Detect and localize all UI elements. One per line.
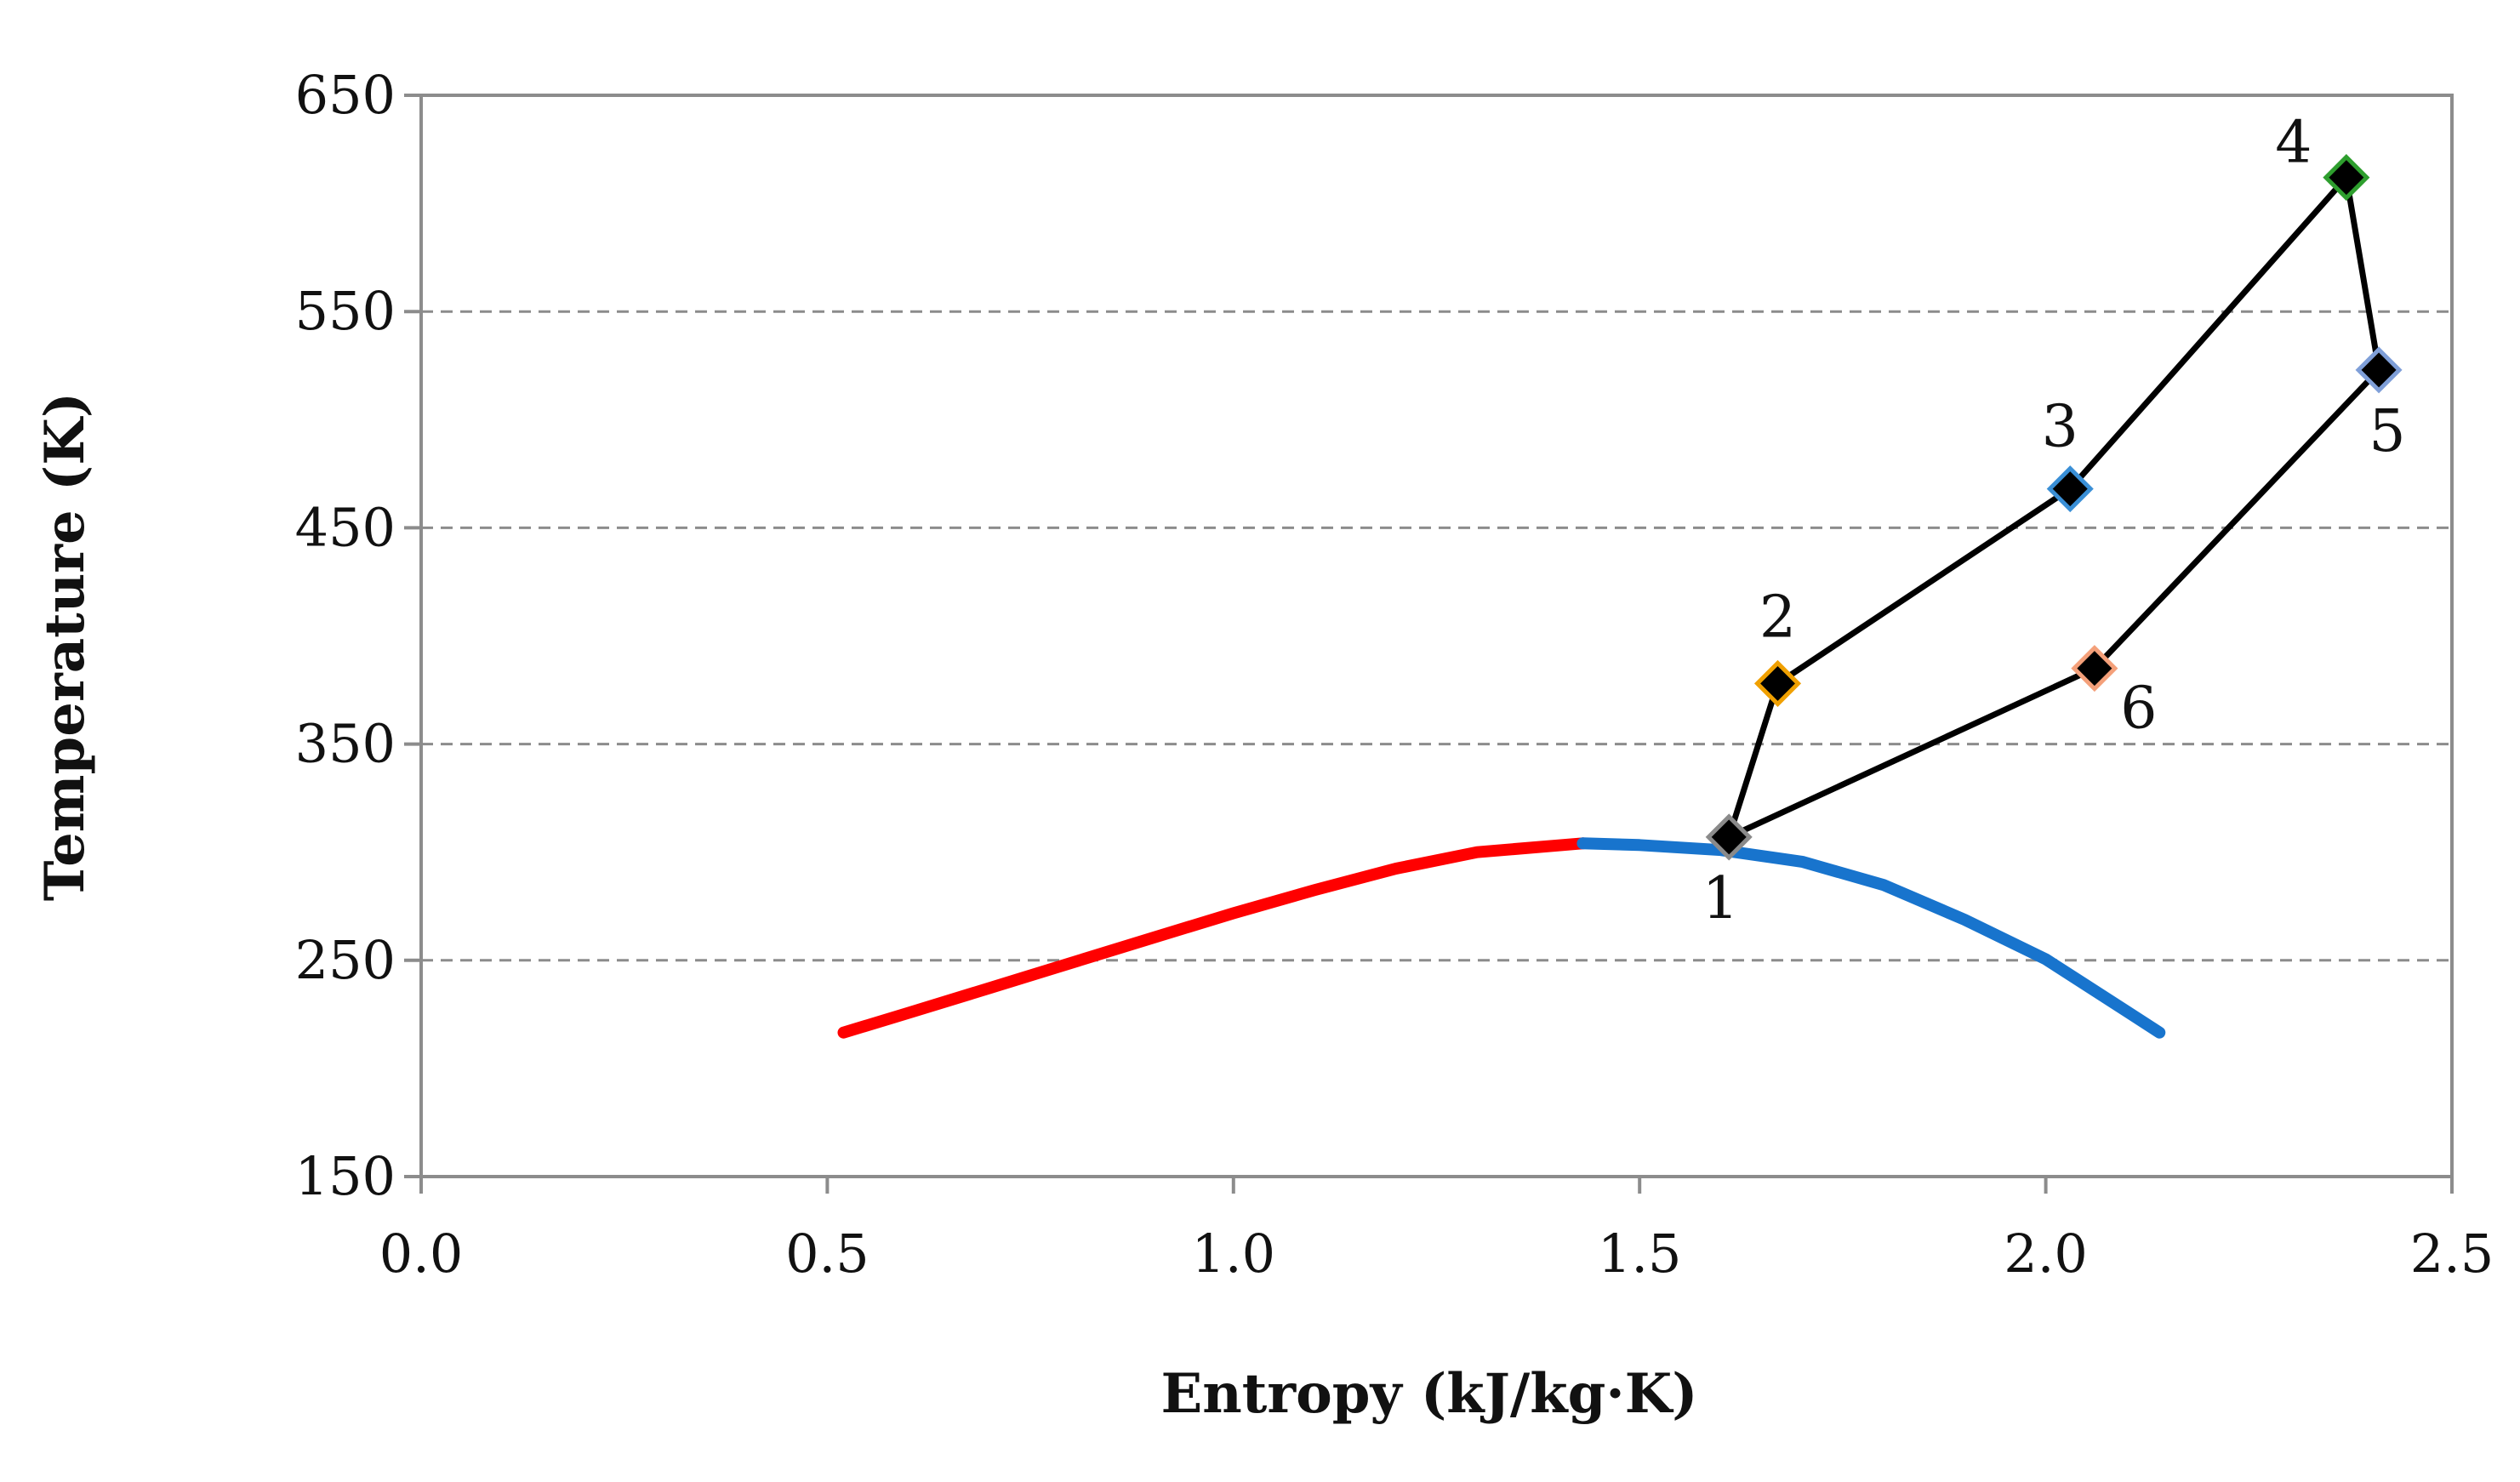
x-tick-label: 0.5 bbox=[785, 1223, 869, 1285]
grid-layer bbox=[421, 310, 2452, 962]
saturated-liquid-line bbox=[837, 837, 1589, 1039]
cycle-point-label-3: 3 bbox=[2042, 394, 2078, 461]
cycle-point-marker-5 bbox=[2355, 346, 2403, 394]
label-layer: 1 2 3 4 5 6 bbox=[1702, 110, 2406, 932]
marker-layer bbox=[1705, 154, 2403, 861]
x-tick-label: 1.0 bbox=[1191, 1223, 1275, 1285]
x-tick-label: 2.5 bbox=[2410, 1223, 2494, 1285]
y-tick-label: 550 bbox=[295, 280, 396, 342]
y-tick-label: 150 bbox=[295, 1145, 396, 1207]
cycle-point-marker-6 bbox=[2071, 645, 2118, 693]
x-axis-title: Entropy (kJ/kg·K) bbox=[1160, 1362, 1697, 1426]
y-tick-label: 350 bbox=[295, 713, 396, 775]
cycle-point-label-4: 4 bbox=[2275, 110, 2312, 177]
cycle-point-marker-3 bbox=[2046, 465, 2094, 513]
cycle-point-marker-2 bbox=[1753, 659, 1802, 707]
cycle-point-label-6: 6 bbox=[2120, 675, 2157, 743]
y-tick-label: 450 bbox=[295, 496, 396, 558]
x-tick-label: 2.0 bbox=[2004, 1223, 2088, 1285]
axes-layer: 150 250 350 450 550 650 0.0 0.5 1.0 1.5 2.0 2.5 bbox=[295, 64, 2494, 1285]
plot-border bbox=[419, 94, 2454, 1178]
cycle-point-label-2: 2 bbox=[1759, 584, 1796, 651]
cycle-point-label-5: 5 bbox=[2369, 398, 2405, 465]
y-tick-label: 650 bbox=[295, 64, 396, 126]
cycle-point-marker-1 bbox=[1705, 813, 1753, 861]
saturated-vapor-line bbox=[1576, 837, 2166, 1039]
cycle-point-label-1: 1 bbox=[1702, 865, 1739, 932]
y-tick-label: 250 bbox=[295, 929, 396, 991]
cycle-line bbox=[1725, 174, 2382, 841]
x-tick-label: 1.5 bbox=[1598, 1223, 1682, 1285]
y-axis-title: Temperature (K) bbox=[33, 392, 97, 901]
cycle-point-marker-4 bbox=[2323, 154, 2370, 202]
series-layer bbox=[837, 174, 2382, 1039]
x-tick-label: 0.0 bbox=[379, 1223, 464, 1285]
